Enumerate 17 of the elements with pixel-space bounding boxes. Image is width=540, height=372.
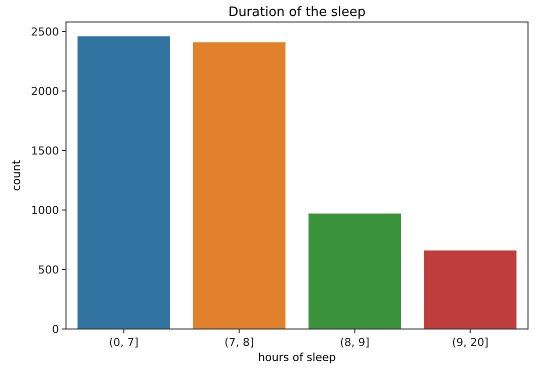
bar [308, 214, 401, 329]
x-tick-label: (7, 8] [224, 336, 254, 349]
bar [193, 42, 286, 329]
bar [78, 36, 170, 329]
y-tick-label: 2000 [31, 84, 59, 98]
y-tick-label: 1500 [31, 144, 59, 158]
y-tick-label: 2500 [31, 25, 59, 38]
x-tick-label: (9, 20] [452, 336, 489, 349]
y-axis-title: count [10, 159, 23, 192]
x-tick-label: (0, 7] [108, 336, 139, 349]
x-tick-label: (8, 9] [340, 336, 370, 349]
y-tick-label: 500 [38, 263, 59, 276]
chart-title: Duration of the sleep [228, 5, 366, 20]
x-axis-title: hours of sleep [258, 351, 336, 364]
y-tick-label: 1000 [31, 204, 59, 217]
bar [424, 250, 516, 329]
y-tick-label: 0 [52, 322, 59, 336]
